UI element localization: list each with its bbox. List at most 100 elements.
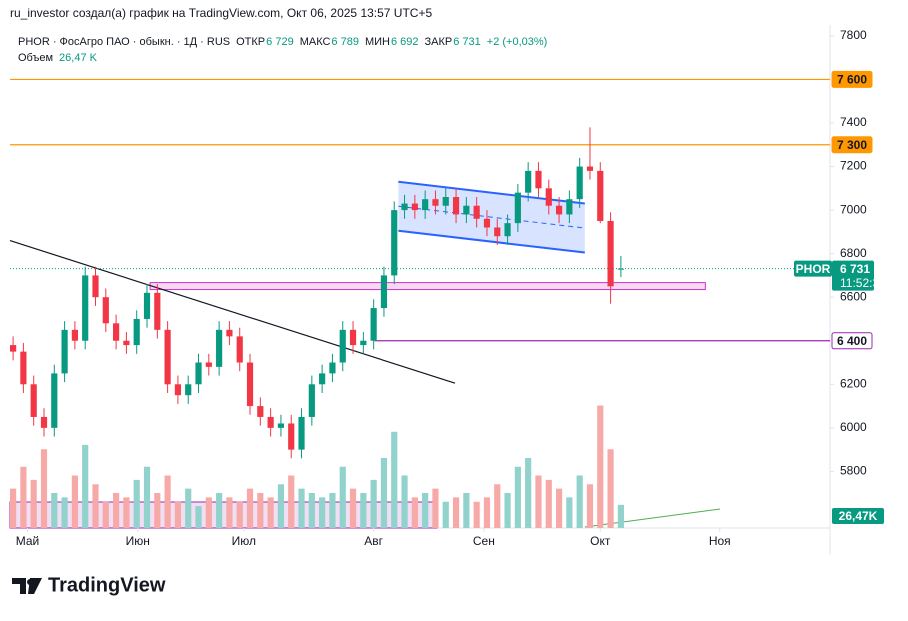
price-label-box <box>831 70 873 88</box>
volume-bar <box>349 488 357 528</box>
candle-body <box>504 223 511 237</box>
candle-body <box>432 199 439 206</box>
candle-body <box>452 197 460 215</box>
volume-legend-label: Объем <box>18 52 53 64</box>
countdown-label: 11:52:36 <box>840 276 886 290</box>
candle-body <box>545 188 552 206</box>
y-tick-label: 6800 <box>840 246 867 260</box>
candle-body <box>123 340 130 346</box>
y-tick-label: 6000 <box>840 420 867 434</box>
legend-label: МИН <box>365 36 390 48</box>
volume-bar <box>226 497 233 528</box>
candle-body <box>82 275 89 341</box>
volume-bar <box>555 488 563 528</box>
candle-body <box>61 329 68 374</box>
candle-body <box>308 384 315 417</box>
volume-bar <box>174 501 182 528</box>
volume-bar <box>10 488 17 528</box>
volume-bar <box>483 497 491 528</box>
candle-body <box>113 323 120 341</box>
x-tick-label: Июл <box>232 534 256 548</box>
candle-body <box>133 318 140 346</box>
x-tick-label: Окт <box>590 534 611 548</box>
volume-bar <box>380 458 388 528</box>
candle-body <box>607 220 614 287</box>
candle-body <box>226 329 233 337</box>
candle-body <box>525 170 532 193</box>
volume-bar <box>288 475 295 528</box>
volume-bar <box>525 458 532 528</box>
candle-body <box>597 170 604 221</box>
candle-body <box>288 423 295 450</box>
candle-body <box>51 373 58 428</box>
candle-body <box>30 384 37 417</box>
price-label: 7 300 <box>837 138 867 152</box>
price-label: 6 400 <box>837 334 867 348</box>
candle-body <box>391 210 398 276</box>
volume-bar <box>442 501 449 528</box>
candle-body <box>267 416 274 428</box>
legend-value: 6 729 <box>266 36 294 48</box>
volume-bar <box>298 488 305 528</box>
volume-bar <box>535 475 542 528</box>
chart-title: ru_investor создал(а) график на TradingV… <box>10 6 432 20</box>
candle-body <box>298 416 305 450</box>
volume-bar <box>452 497 460 528</box>
x-tick-label: Май <box>16 534 40 548</box>
candle-body <box>164 329 171 385</box>
volume-bar <box>30 479 37 528</box>
footer-brand: TradingView <box>48 574 166 596</box>
volume-bar <box>586 484 594 528</box>
volume-bar <box>566 497 573 528</box>
y-tick-label: 6200 <box>840 376 867 390</box>
legend-value: 6 692 <box>391 36 419 48</box>
volume-bar <box>422 493 429 528</box>
volume-bar <box>319 497 326 528</box>
volume-bar <box>205 497 212 528</box>
y-tick-label: 7400 <box>840 115 867 129</box>
volume-bar <box>494 484 501 528</box>
candle-body <box>483 218 491 228</box>
volume-bar <box>51 493 58 528</box>
volume-label-box <box>832 508 884 524</box>
symbol-box <box>794 260 832 277</box>
x-tick-label: Ноя <box>709 534 731 548</box>
volume-bar <box>473 501 480 528</box>
candle-body <box>617 268 624 270</box>
volume-bar <box>216 493 223 528</box>
candle-body <box>216 329 223 367</box>
volume-bar <box>308 493 315 528</box>
candle-body <box>360 340 367 346</box>
candle-body <box>319 373 326 385</box>
volume-bar <box>391 431 398 528</box>
candle-body <box>349 329 357 346</box>
candle-body <box>102 297 109 324</box>
volume-bar <box>463 493 470 528</box>
symbol-line: PHOR · ФосАгро ПАО · обыкн. · 1Д · RUS <box>18 36 230 48</box>
volume-legend-value: 26,47 K <box>59 52 98 64</box>
candle-body <box>411 203 418 211</box>
volume-bar <box>40 449 48 528</box>
volume-bar <box>504 493 511 528</box>
volume-bar <box>360 493 367 528</box>
y-tick-label: 7800 <box>840 28 867 42</box>
volume-bar <box>61 497 68 528</box>
volume-bar <box>195 506 202 528</box>
candle-body <box>236 336 243 363</box>
x-tick-label: Июн <box>126 534 150 548</box>
candle-body <box>10 345 17 352</box>
volume-bar <box>401 475 408 528</box>
candle-body <box>370 308 377 341</box>
legend-value: 6 731 <box>453 36 481 48</box>
candle-body <box>329 362 336 374</box>
volume-bar <box>71 475 78 528</box>
price-label-box <box>831 332 873 350</box>
volume-bar <box>185 488 192 528</box>
candle-body <box>422 199 429 211</box>
y-tick-label: 6600 <box>840 289 867 303</box>
candle-body <box>442 197 449 206</box>
volume-bar <box>277 484 285 528</box>
candle-body <box>380 275 388 309</box>
